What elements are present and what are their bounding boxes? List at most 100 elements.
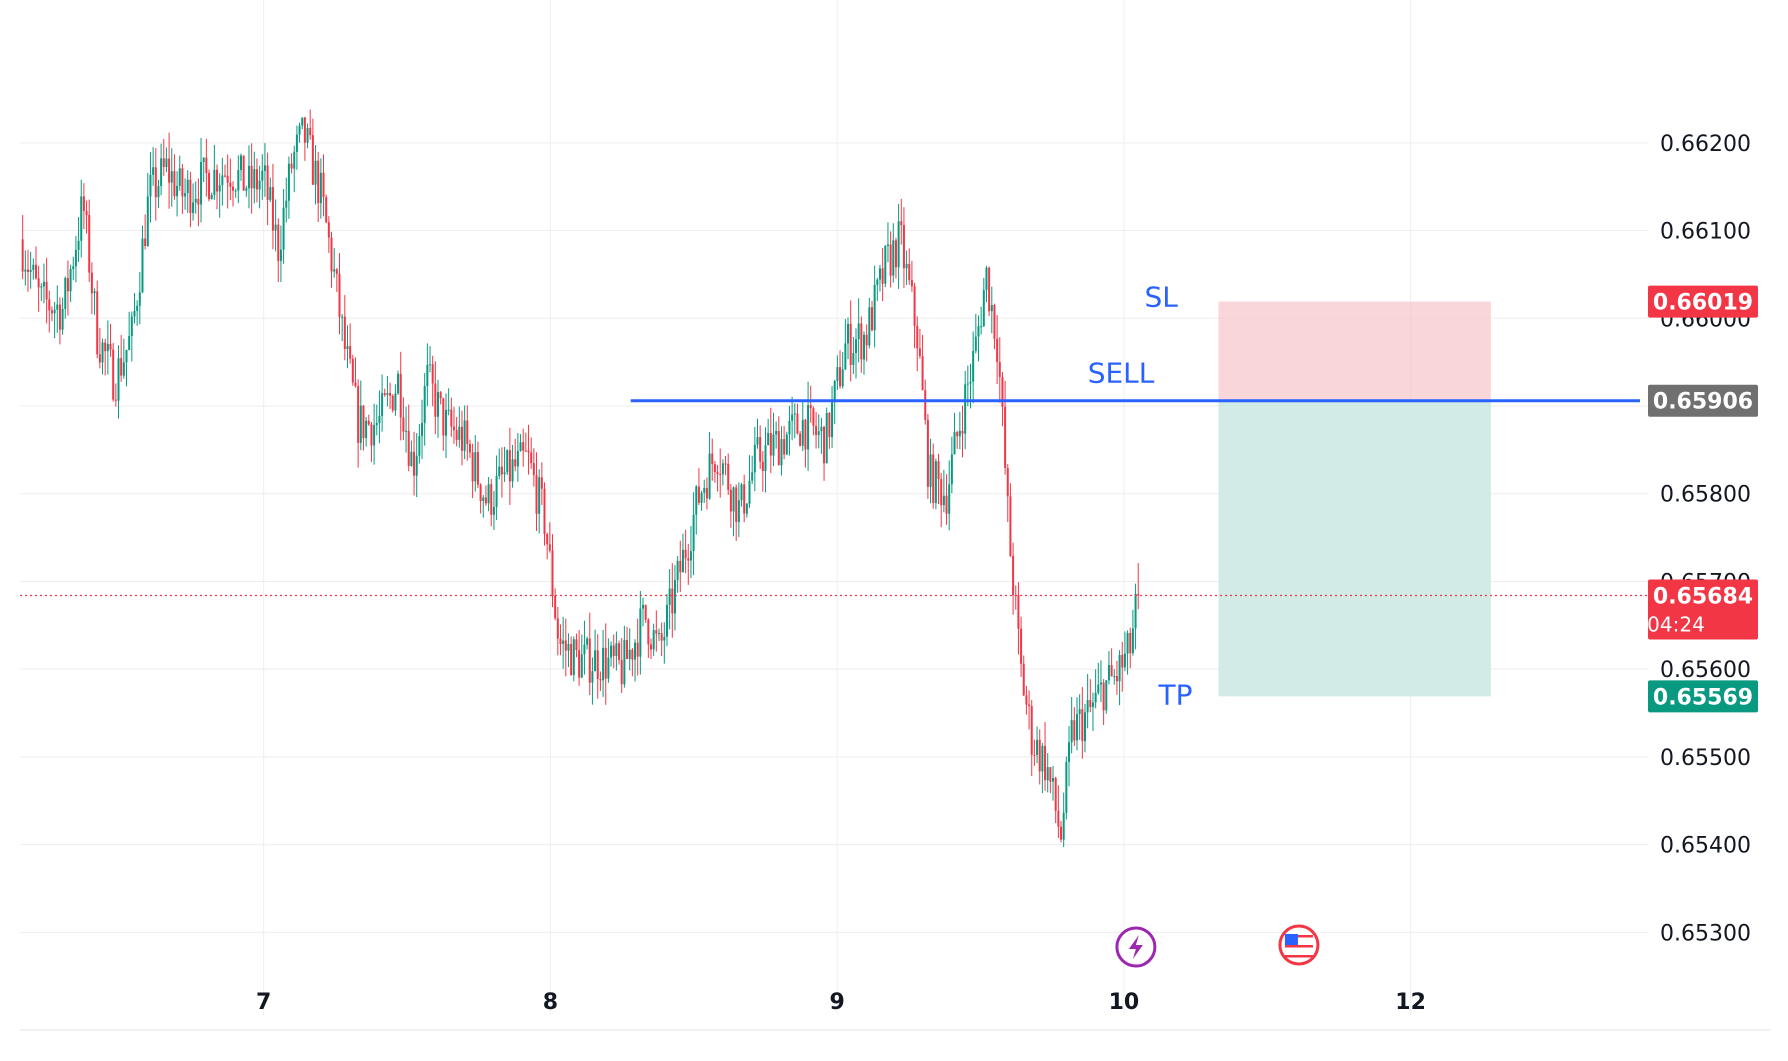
candle-body: [117, 358, 120, 401]
candle-body: [234, 190, 237, 192]
candle-body: [793, 413, 796, 415]
candle-body: [737, 500, 740, 522]
candle-body: [724, 463, 727, 465]
candle-body: [26, 269, 29, 272]
candle-body: [721, 463, 724, 475]
candle-body: [48, 299, 51, 311]
candle-body: [1121, 654, 1124, 668]
candle-body: [745, 503, 748, 514]
candle-body: [918, 348, 921, 357]
candle-body: [511, 459, 514, 482]
entry-price-tag: 0.65906: [1653, 390, 1753, 415]
candle-body: [748, 480, 751, 504]
candle-body: [327, 222, 330, 238]
x-tick-label: 8: [543, 990, 558, 1015]
candle-body: [807, 405, 810, 450]
candle-body: [679, 560, 682, 573]
candle-body: [319, 172, 322, 204]
candle-body: [1078, 709, 1081, 715]
flag-stripe: [1284, 955, 1313, 958]
candle-body: [1004, 406, 1007, 469]
candle-body: [1052, 778, 1055, 782]
candle-body: [1041, 745, 1044, 772]
candle-body: [1137, 593, 1140, 596]
flag-stripe: [1284, 945, 1313, 948]
candle-body: [687, 558, 690, 561]
candle-body: [391, 395, 394, 411]
candle-body: [1073, 720, 1076, 741]
candle-body: [394, 393, 397, 411]
candle-body: [24, 269, 27, 272]
candle-body: [458, 426, 461, 440]
candle-body: [349, 346, 352, 359]
candle-body: [958, 430, 961, 437]
candle-body: [697, 486, 700, 503]
candle-body: [538, 477, 541, 514]
candle-body: [596, 650, 599, 680]
candle-body: [1126, 633, 1129, 654]
candle-body: [689, 551, 692, 561]
candle-body: [820, 426, 823, 432]
candle-body: [407, 430, 410, 466]
candle-body: [362, 405, 365, 439]
candle-body: [695, 486, 698, 515]
candle-body: [980, 326, 983, 328]
candle-body: [759, 437, 762, 462]
candle-body: [924, 390, 927, 420]
candle-body: [277, 224, 280, 261]
candle-body: [692, 514, 695, 552]
candle-body: [274, 224, 277, 231]
candle-body: [221, 175, 224, 186]
sl-price-tag: 0.66019: [1653, 291, 1753, 316]
candle-body: [799, 433, 802, 446]
candle-body: [90, 272, 93, 294]
candle-body: [732, 487, 735, 512]
entry-price-tag-bg: [1648, 384, 1758, 417]
candle-body: [966, 383, 969, 385]
candle-body: [365, 420, 368, 439]
candle-body: [514, 459, 517, 467]
candle-body: [713, 464, 716, 473]
candle-body: [88, 214, 91, 273]
candle-body: [98, 354, 101, 363]
x-tick-label: 7: [256, 990, 271, 1015]
candle-body: [29, 269, 32, 272]
candle-body: [743, 484, 746, 514]
candle-body: [543, 488, 546, 534]
candle-body: [607, 657, 610, 679]
candle-body: [881, 268, 884, 284]
candle-body: [1017, 595, 1020, 629]
candle-body: [788, 420, 791, 435]
candle-body: [282, 207, 285, 250]
x-tick-label: 9: [830, 990, 845, 1015]
candle-body: [250, 165, 253, 189]
candle-body: [929, 454, 932, 487]
candle-body: [998, 362, 1001, 377]
candle-body: [1012, 555, 1015, 596]
candle-body: [101, 342, 104, 363]
candle-body: [197, 198, 200, 205]
candle-body: [956, 432, 959, 437]
candle-body: [873, 284, 876, 331]
candle-body: [133, 310, 136, 317]
candle-body: [1129, 633, 1132, 654]
candle-body: [1097, 684, 1100, 693]
candle-body: [673, 580, 676, 614]
candle-body: [460, 426, 463, 451]
candle-body: [192, 202, 195, 213]
flag-canton: [1284, 934, 1298, 945]
candle-body: [849, 323, 852, 365]
candle-body: [351, 358, 354, 383]
candle-body: [796, 413, 799, 434]
candle-body: [583, 644, 586, 655]
candle-body: [580, 654, 583, 678]
candle-body: [152, 167, 155, 175]
candle-body: [945, 495, 948, 514]
candle-body: [85, 210, 88, 215]
candle-body: [293, 151, 296, 169]
lightning-bolt: [1128, 935, 1143, 959]
candle-body: [1131, 628, 1134, 654]
candle-body: [242, 155, 245, 191]
candle-body: [138, 292, 141, 306]
